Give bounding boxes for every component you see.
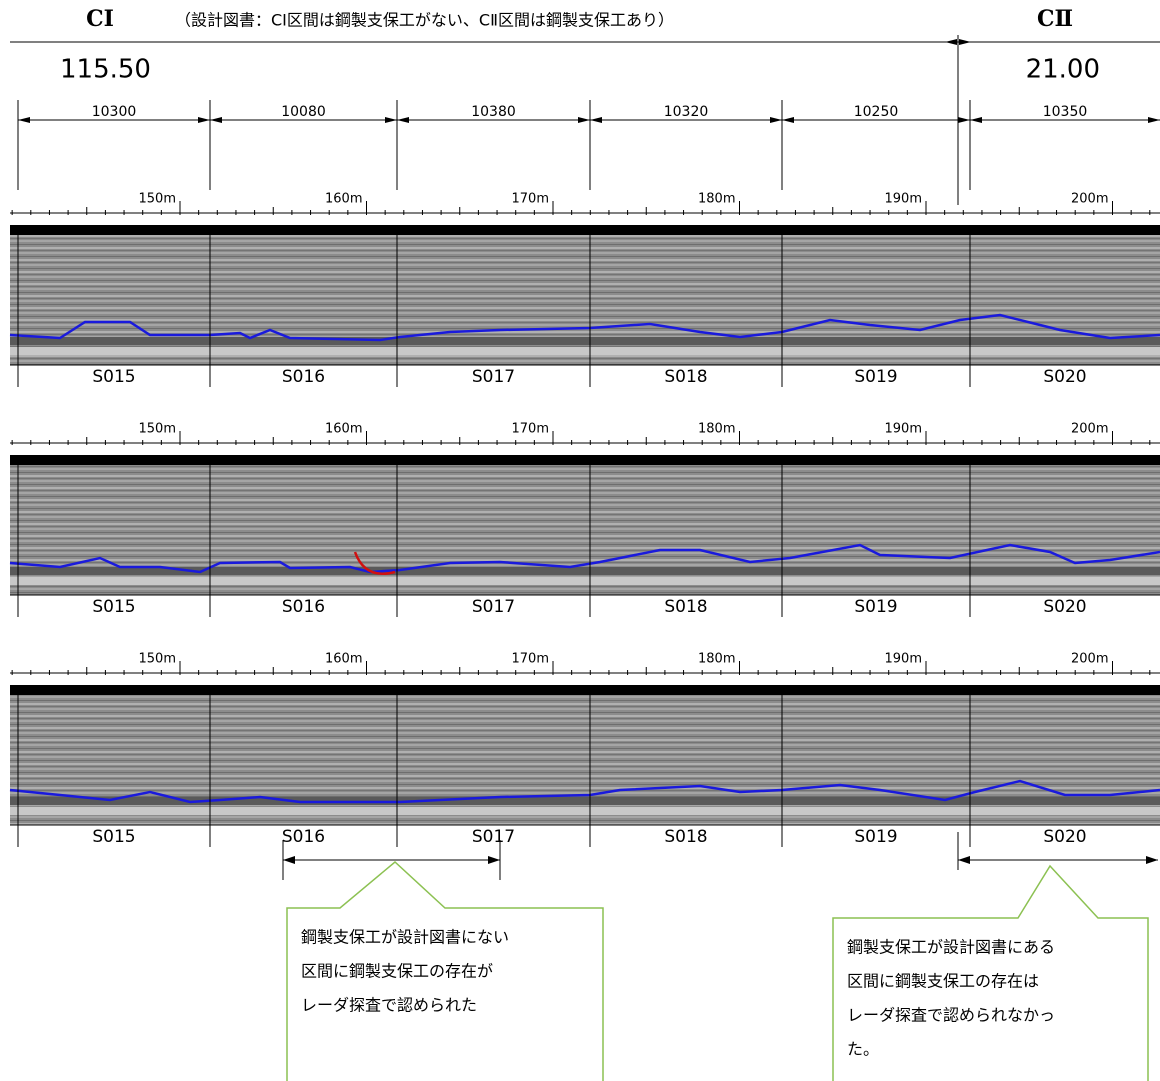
section-label: S016 xyxy=(282,827,325,847)
section-label: S018 xyxy=(664,367,707,387)
callout-text: 鋼製支保工が設計図書にある xyxy=(847,938,1055,957)
section-label: S017 xyxy=(472,367,515,387)
radar-top-band xyxy=(10,455,1160,465)
section-label: S017 xyxy=(472,597,515,617)
section-label: S020 xyxy=(1043,827,1086,847)
page: CⅠ （設計図書：CⅠ区間は鋼製支保工がない、CⅡ区間は鋼製支保工あり） CⅡ … xyxy=(0,0,1160,1081)
right-label: CⅡ xyxy=(1037,6,1073,32)
scale-label: 160m xyxy=(325,652,362,667)
callout-text: 区間に鋼製支保工の存在は xyxy=(847,972,1039,991)
scale-label: 150m xyxy=(139,192,176,207)
scale-label: 190m xyxy=(885,652,922,667)
callout-text: レーダ探査で認められた xyxy=(301,996,477,1015)
scale-label: 150m xyxy=(139,652,176,667)
right-value: 21.00 xyxy=(1026,55,1100,85)
scale-label: 200m xyxy=(1071,422,1108,437)
callout-text: た。 xyxy=(847,1040,879,1059)
radar-base-light xyxy=(10,347,1160,355)
scale-label: 170m xyxy=(512,652,549,667)
note: （設計図書：CⅠ区間は鋼製支保工がない、CⅡ区間は鋼製支保工あり） xyxy=(175,11,674,30)
scale-label: 190m xyxy=(885,192,922,207)
radar-image xyxy=(10,235,1160,365)
span-label: 10080 xyxy=(281,104,326,120)
scale-label: 150m xyxy=(139,422,176,437)
section-label: S015 xyxy=(92,827,135,847)
section-label: S018 xyxy=(664,597,707,617)
section-label: S015 xyxy=(92,597,135,617)
scale-label: 160m xyxy=(325,422,362,437)
radar-top-band xyxy=(10,225,1160,235)
scale-label: 170m xyxy=(512,422,549,437)
left-value: 115.50 xyxy=(60,55,151,85)
left-label: CⅠ xyxy=(86,6,114,32)
section-label: S016 xyxy=(282,367,325,387)
span-label: 10350 xyxy=(1043,104,1088,120)
scale-label: 180m xyxy=(698,652,735,667)
section-label: S019 xyxy=(854,597,897,617)
span-label: 10380 xyxy=(471,104,516,120)
scale-label: 180m xyxy=(698,422,735,437)
section-label: S019 xyxy=(854,827,897,847)
callout-text: レーダ探査で認められなかっ xyxy=(847,1006,1055,1025)
section-label: S019 xyxy=(854,367,897,387)
radar-base-light xyxy=(10,807,1160,815)
scale-label: 190m xyxy=(885,422,922,437)
radar-image xyxy=(10,465,1160,595)
callout-text: 区間に鋼製支保工の存在が xyxy=(301,962,493,981)
scale-label: 200m xyxy=(1071,652,1108,667)
scale-label: 180m xyxy=(698,192,735,207)
section-label: S017 xyxy=(472,827,515,847)
section-label: S016 xyxy=(282,597,325,617)
span-label: 10300 xyxy=(92,104,137,120)
section-label: S020 xyxy=(1043,597,1086,617)
radar-base-band xyxy=(10,337,1160,345)
section-label: S020 xyxy=(1043,367,1086,387)
section-label: S018 xyxy=(664,827,707,847)
callout-text: 鋼製支保工が設計図書にない xyxy=(301,928,509,947)
span-label: 10320 xyxy=(664,104,709,120)
span-label: 10250 xyxy=(854,104,899,120)
radar-base-light xyxy=(10,577,1160,585)
section-label: S015 xyxy=(92,367,135,387)
scale-label: 160m xyxy=(325,192,362,207)
radar-image xyxy=(10,695,1160,825)
scale-label: 170m xyxy=(512,192,549,207)
radar-top-band xyxy=(10,685,1160,695)
scale-label: 200m xyxy=(1071,192,1108,207)
